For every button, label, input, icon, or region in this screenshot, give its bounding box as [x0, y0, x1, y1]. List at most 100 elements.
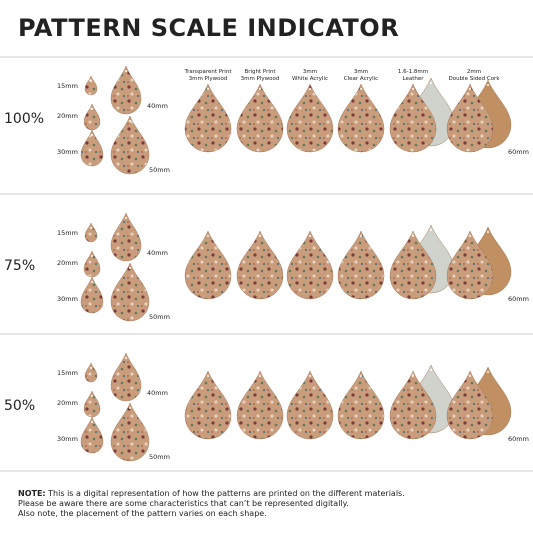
- teardrop: [337, 83, 385, 153]
- teardrop: [337, 370, 385, 440]
- teardrop: [84, 362, 98, 383]
- hole: [412, 235, 414, 237]
- teardrop: [110, 352, 142, 402]
- teardrop: [80, 416, 104, 454]
- teardrop: [80, 276, 104, 314]
- column-header: 1.6-1.8mm: [398, 69, 428, 75]
- hole: [309, 375, 311, 377]
- hole: [90, 227, 92, 229]
- size-label: 40mm: [147, 102, 168, 110]
- size-label: 50mm: [149, 313, 170, 321]
- teardrop: [184, 83, 232, 153]
- teardrop: [337, 230, 385, 300]
- hole: [487, 231, 489, 233]
- teardrop: [286, 83, 334, 153]
- size-label: 15mm: [57, 229, 78, 237]
- size-label: 30mm: [57, 435, 78, 443]
- hole: [207, 88, 209, 90]
- note-line: Also note, the placement of the pattern …: [18, 509, 267, 518]
- size-label: 20mm: [57, 112, 78, 120]
- hole: [91, 421, 93, 423]
- hole: [259, 235, 261, 237]
- hole: [487, 371, 489, 373]
- teardrop: [389, 230, 437, 300]
- hole: [430, 369, 432, 371]
- hole: [469, 235, 471, 237]
- size-label: 60mm: [508, 295, 529, 303]
- teardrop: [389, 83, 437, 153]
- hole: [309, 88, 311, 90]
- teardrop: [110, 115, 150, 175]
- teardrop: [389, 370, 437, 440]
- column-header: Bright Print: [244, 69, 276, 75]
- hole: [125, 357, 127, 359]
- teardrop: [84, 222, 98, 243]
- size-label: 20mm: [57, 399, 78, 407]
- size-label: 50mm: [149, 453, 170, 461]
- scale-label: 100%: [4, 111, 44, 127]
- teardrop: [446, 83, 494, 153]
- column-header: Leather: [402, 76, 424, 82]
- column-header: 3mm Plywood: [189, 76, 228, 82]
- teardrop: [83, 103, 101, 131]
- hole: [469, 375, 471, 377]
- hole: [469, 88, 471, 90]
- size-label: 40mm: [147, 389, 168, 397]
- hole: [259, 375, 261, 377]
- teardrop: [83, 390, 101, 418]
- teardrop: [286, 370, 334, 440]
- hole: [91, 134, 93, 136]
- teardrop: [236, 230, 284, 300]
- hole: [207, 375, 209, 377]
- hole: [259, 88, 261, 90]
- teardrop: [184, 230, 232, 300]
- hole: [129, 120, 131, 122]
- note-text: This is a digital representation of how …: [47, 489, 405, 498]
- size-label: 20mm: [57, 259, 78, 267]
- column-header: Transparent Print: [184, 69, 233, 75]
- hole: [412, 375, 414, 377]
- hole: [360, 88, 362, 90]
- size-label: 50mm: [149, 166, 170, 174]
- title: PATTERN SCALE INDICATOR: [18, 14, 399, 42]
- teardrop: [83, 250, 101, 278]
- size-label: 40mm: [147, 249, 168, 257]
- size-label: 15mm: [57, 82, 78, 90]
- hole: [360, 375, 362, 377]
- hole: [309, 235, 311, 237]
- teardrop: [84, 75, 98, 96]
- size-label: 15mm: [57, 369, 78, 377]
- column-header: 2mm: [467, 69, 481, 75]
- hole: [91, 255, 93, 257]
- column-header: White Acrylic: [292, 76, 328, 82]
- teardrop: [80, 129, 104, 167]
- teardrop: [236, 83, 284, 153]
- hole: [129, 267, 131, 269]
- hole: [430, 229, 432, 231]
- teardrop: [110, 402, 150, 462]
- size-label: 60mm: [508, 435, 529, 443]
- size-label: 30mm: [57, 148, 78, 156]
- size-label: 60mm: [508, 148, 529, 156]
- note-line: NOTE: This is a digital representation o…: [18, 489, 405, 498]
- hole: [125, 217, 127, 219]
- column-header: Double Sided Cork: [448, 76, 500, 82]
- note-line: Please be aware there are some character…: [18, 499, 349, 508]
- teardrop: [110, 65, 142, 115]
- teardrop: [446, 230, 494, 300]
- teardrop: [110, 212, 142, 262]
- hole: [125, 70, 127, 72]
- hole: [430, 82, 432, 84]
- scale-label: 75%: [4, 258, 35, 274]
- teardrop: [236, 370, 284, 440]
- column-header: Clear Acrylic: [344, 76, 378, 82]
- column-header: 3mm Plywood: [241, 76, 280, 82]
- teardrop: [110, 262, 150, 322]
- teardrop: [446, 370, 494, 440]
- scale-label: 50%: [4, 398, 35, 414]
- column-header: 3mm: [303, 69, 317, 75]
- hole: [412, 88, 414, 90]
- teardrop: [184, 370, 232, 440]
- hole: [207, 235, 209, 237]
